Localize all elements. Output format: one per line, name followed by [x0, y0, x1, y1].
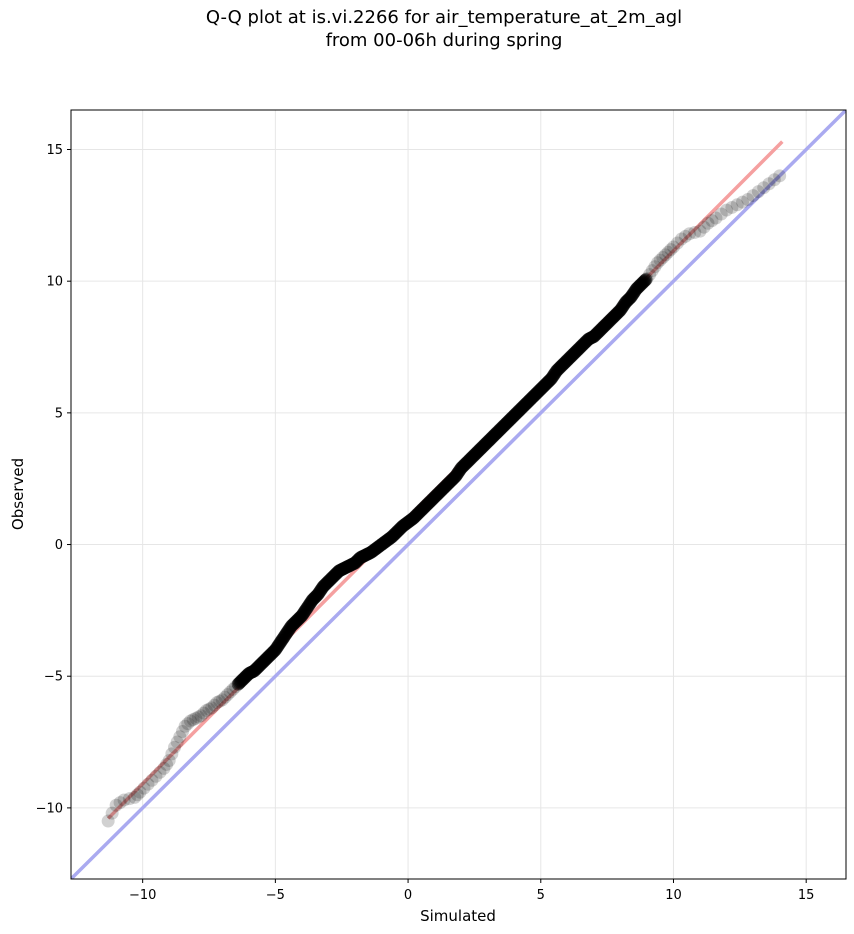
qq-point: [199, 703, 213, 717]
qq-point: [133, 785, 147, 799]
qq-point: [674, 232, 688, 246]
identity-line: [71, 110, 846, 879]
qq-point: [117, 793, 131, 807]
qq-point: [145, 773, 159, 787]
qq-point: [186, 713, 200, 727]
qq-point: [213, 694, 227, 708]
grid: [71, 110, 846, 879]
qq-point: [767, 173, 781, 187]
qq-point: [639, 273, 653, 287]
x-tick-label: −10: [129, 888, 156, 903]
qq-point: [183, 714, 197, 728]
qq-point: [714, 207, 728, 221]
chart-title-line-2: from 00-06h during spring: [325, 30, 563, 51]
chart-title: Q-Q plot at is.vi.2266 for air_temperatu…: [0, 6, 854, 52]
qq-point: [101, 814, 115, 828]
qq-point: [757, 181, 771, 195]
qq-point: [173, 730, 187, 744]
qq-point: [682, 227, 696, 241]
qq-point: [645, 264, 659, 278]
qq-point: [149, 769, 163, 783]
qq-point: [128, 790, 142, 804]
qq-point: [157, 761, 171, 775]
qq-point: [653, 253, 667, 267]
qq-point: [678, 229, 692, 243]
qq-point: [207, 698, 221, 712]
qq-point: [725, 200, 739, 214]
qq-point: [197, 706, 211, 720]
qq-point: [701, 216, 715, 230]
qq-point: [705, 214, 719, 228]
x-tick-label: 5: [537, 888, 545, 903]
qq-point: [223, 685, 237, 699]
qq-point: [215, 693, 229, 707]
qq-point: [181, 717, 195, 731]
axis-ticks: −10 −5 0 5 10 15 −10 −5 0 5 10 15: [36, 143, 815, 903]
qq-point: [709, 211, 723, 225]
x-axis-label: Simulated: [420, 907, 496, 925]
qq-point: [194, 709, 208, 723]
qq-point: [751, 185, 765, 199]
qq-point: [162, 753, 176, 767]
qq-point: [130, 788, 144, 802]
y-axis-label: Observed: [9, 458, 27, 530]
qq-point: [153, 765, 167, 779]
qq-point: [648, 260, 662, 274]
qq-point: [137, 781, 151, 795]
y-tick-label: 15: [46, 143, 63, 158]
qq-point: [659, 248, 673, 262]
qq-point: [210, 696, 224, 710]
plot-frame: [70, 109, 847, 880]
qq-point: [175, 725, 189, 739]
y-tick-label: 5: [55, 406, 63, 421]
qq-point: [697, 220, 711, 234]
qq-point: [656, 250, 670, 264]
x-tick-label: 0: [404, 888, 412, 903]
qq-point: [122, 792, 136, 806]
qq-point: [643, 268, 657, 282]
qq-point: [730, 198, 744, 212]
qq-point: [165, 747, 179, 761]
y-tick-label: 0: [55, 538, 63, 553]
qq-point: [105, 806, 119, 820]
qq-point: [141, 777, 155, 791]
qq-point: [720, 203, 734, 217]
qq-point: [189, 711, 203, 725]
qq-point: [221, 688, 235, 702]
qq-point: [773, 169, 787, 183]
qq-point: [202, 702, 216, 716]
qq-point: [666, 240, 680, 254]
x-tick-label: 10: [665, 888, 682, 903]
qq-point: [746, 189, 760, 203]
qq-point: [170, 735, 184, 749]
qq-point: [670, 236, 684, 250]
qq-point: [191, 710, 205, 724]
y-tick-label: −5: [44, 670, 63, 685]
qq-point: [735, 195, 749, 209]
qq-point: [762, 177, 776, 191]
qq-point: [640, 272, 654, 286]
qq-point: [741, 193, 755, 207]
qq-point: [693, 224, 707, 238]
qq-point: [661, 245, 675, 259]
reference-lines: [71, 110, 846, 879]
qq-point: [160, 757, 174, 771]
x-tick-label: 15: [798, 888, 815, 903]
qq-point: [109, 798, 123, 812]
qq-point: [651, 256, 665, 270]
qq-point: [178, 719, 192, 733]
qq-point: [664, 243, 678, 257]
y-tick-label: 10: [46, 275, 63, 290]
qq-point: [205, 701, 219, 715]
x-tick-label: −5: [266, 888, 285, 903]
y-tick-label: −10: [36, 801, 63, 816]
data-points: [101, 169, 787, 828]
qq-point: [688, 225, 702, 239]
chart-title-line-1: Q-Q plot at is.vi.2266 for air_temperatu…: [205, 7, 683, 28]
qq-point: [168, 740, 182, 754]
qq-point: [113, 796, 127, 810]
qq-point: [218, 690, 232, 704]
